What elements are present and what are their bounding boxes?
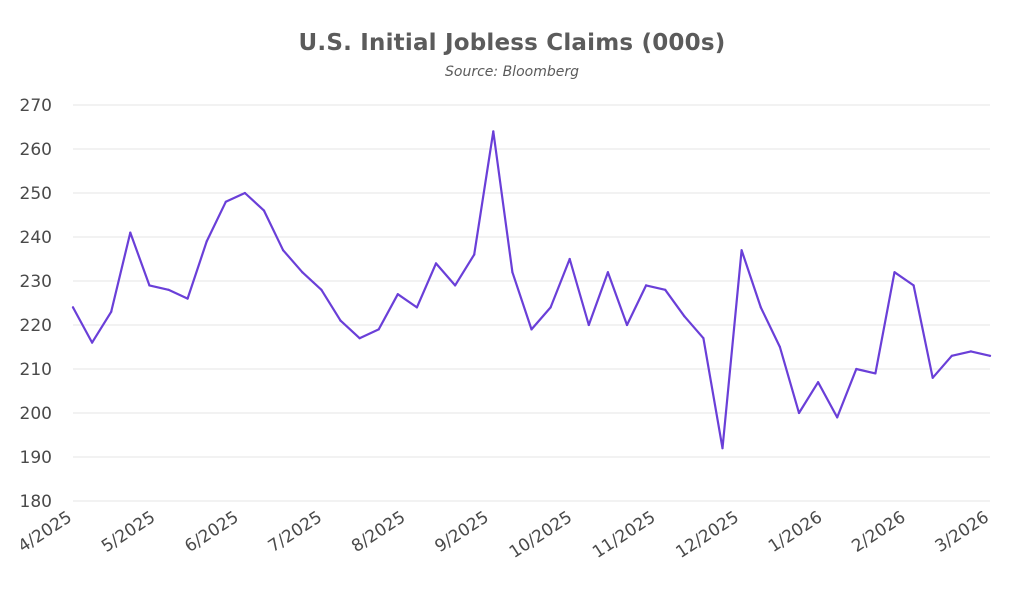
data-point [511, 271, 514, 274]
data-point [224, 200, 227, 203]
series-line [71, 130, 992, 450]
x-tick-label: 4/2025 [15, 507, 76, 556]
data-point [71, 306, 75, 309]
x-tick-label: 3/2026 [932, 507, 993, 556]
data-point [549, 306, 552, 309]
gridlines [73, 104, 990, 502]
data-point [797, 411, 801, 415]
data-point [262, 209, 266, 212]
data-point [950, 354, 953, 357]
data-point [301, 271, 304, 274]
data-point [434, 262, 438, 265]
data-point [893, 271, 896, 274]
data-point [606, 271, 610, 274]
y-tick-label: 250 [20, 184, 52, 204]
data-point [377, 328, 380, 331]
data-point [683, 315, 686, 318]
series-layer [71, 130, 992, 450]
data-point [282, 249, 285, 252]
data-point [91, 341, 94, 344]
y-tick-label: 220 [20, 316, 52, 336]
data-point [186, 297, 189, 300]
data-point [320, 288, 323, 291]
x-tick-label: 5/2025 [98, 507, 159, 556]
x-axis-ticks: 4/2025 5/2025 6/2025 7/2025 8/2025 9/2025 10/2… [15, 507, 993, 562]
x-tick-label: 11/2025 [589, 507, 659, 562]
y-tick-label: 260 [20, 140, 52, 160]
x-tick-label: 2/2026 [848, 507, 909, 556]
chart-title: U.S. Initial Jobless Claims (000s) [298, 30, 726, 56]
data-point [454, 284, 457, 287]
x-tick-label: 8/2025 [348, 507, 409, 556]
data-point [721, 447, 724, 450]
y-tick-label: 240 [20, 228, 52, 248]
y-tick-label: 190 [20, 448, 52, 468]
data-point [969, 350, 973, 353]
data-point [129, 231, 132, 234]
data-point [645, 284, 648, 287]
data-point [358, 337, 361, 340]
x-tick-label: 10/2025 [506, 507, 576, 562]
data-point [740, 249, 743, 252]
data-point [339, 319, 342, 322]
data-point [587, 323, 590, 327]
data-point [205, 240, 208, 243]
data-point [243, 191, 246, 195]
chart-subtitle: Source: Bloomberg [445, 64, 579, 80]
data-point [625, 323, 629, 327]
data-point [396, 293, 399, 296]
data-point [931, 376, 934, 379]
x-tick-label: 1/2026 [765, 507, 826, 556]
x-tick-label: 6/2025 [181, 507, 242, 556]
data-point [415, 306, 418, 309]
y-axis-ticks: 180 190 200 210 220 230 240 250 260 270 [20, 96, 52, 512]
data-point [167, 288, 170, 291]
y-tick-label: 270 [20, 96, 52, 116]
data-point [664, 288, 667, 291]
y-tick-label: 200 [20, 404, 52, 424]
data-point [110, 310, 113, 313]
data-point [702, 337, 705, 340]
data-point [473, 253, 476, 256]
data-point [148, 284, 151, 287]
data-point [492, 130, 495, 133]
data-point [912, 284, 915, 287]
x-tick-label: 12/2025 [673, 507, 743, 562]
data-point [568, 257, 571, 261]
data-point [836, 416, 839, 419]
y-tick-label: 210 [20, 360, 52, 380]
data-point [530, 328, 533, 331]
x-tick-label: 7/2025 [265, 507, 326, 556]
data-point [778, 345, 782, 349]
y-tick-label: 180 [20, 492, 52, 512]
x-tick-label: 9/2025 [431, 507, 492, 556]
data-point [855, 367, 858, 371]
y-tick-label: 230 [20, 272, 52, 292]
data-point [817, 381, 820, 384]
data-point [759, 306, 762, 309]
data-point [988, 354, 992, 357]
data-point [874, 372, 877, 375]
